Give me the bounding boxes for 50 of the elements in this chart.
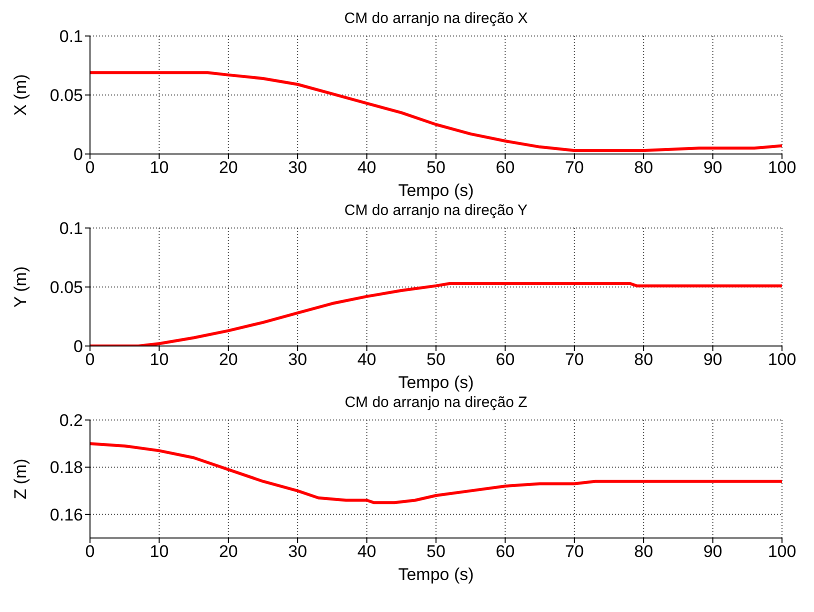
x-tick-label: 100 (768, 350, 796, 370)
y-tick-label: 0.05 (50, 86, 83, 106)
line-series (90, 442, 782, 504)
x-tick-label: 100 (768, 158, 796, 178)
x-tick-label: 70 (564, 542, 584, 562)
y-tick-label: 0.05 (50, 278, 83, 298)
y-tick-label: 0.2 (59, 411, 83, 430)
x-tick-label: 90 (703, 158, 722, 178)
x-axis-title: Tempo (s) (398, 373, 474, 392)
x-tick-label: 30 (288, 350, 308, 370)
y-axis-title: X (m) (11, 74, 30, 116)
x-tick-label: 10 (150, 350, 169, 370)
x-tick-label: 80 (634, 158, 654, 178)
x-tick-label: 40 (357, 158, 376, 178)
x-tick-label: 70 (564, 158, 584, 178)
x-tick-label: 40 (357, 350, 376, 370)
x-tick-label: 60 (496, 350, 515, 370)
y-axis-title: Y (m) (11, 266, 30, 308)
chart-title: CM do arranjo na direção X (343, 9, 529, 29)
x-axis-title: Tempo (s) (398, 181, 474, 200)
x-tick-label: 50 (426, 350, 446, 370)
x-tick-label: 70 (564, 350, 584, 370)
y-tick-label: 0 (74, 337, 83, 356)
x-tick-label: 60 (496, 542, 515, 562)
y-tick-label: 0.1 (59, 219, 83, 238)
x-tick-label: 50 (426, 158, 446, 178)
x-axis-title: Tempo (s) (398, 565, 474, 584)
chart-title: CM do arranjo na direção Z (344, 393, 528, 413)
x-tick-label: 30 (288, 158, 308, 178)
x-tick-label: 30 (288, 542, 308, 562)
y-tick-label: 0.1 (59, 27, 83, 46)
y-tick-label: 0 (74, 145, 83, 164)
y-tick-label: 0.18 (50, 458, 83, 478)
x-tick-label: 20 (218, 350, 238, 370)
x-tick-label: 90 (703, 350, 722, 370)
y-axis-title: Z (m) (11, 458, 30, 500)
x-tick-label: 10 (150, 158, 169, 178)
x-tick-label: 90 (703, 542, 722, 562)
x-tick-label: 80 (634, 542, 654, 562)
x-tick-label: 100 (768, 542, 796, 562)
x-tick-label: 10 (150, 542, 169, 562)
x-tick-label: 40 (357, 542, 376, 562)
line-series (90, 71, 782, 152)
y-tick-label: 0.16 (50, 505, 83, 524)
x-tick-label: 20 (218, 158, 238, 178)
x-tick-label: 80 (634, 350, 654, 370)
x-tick-label: 60 (496, 158, 515, 178)
x-tick-label: 50 (426, 542, 446, 562)
x-tick-label: 20 (218, 542, 238, 562)
chart-title: CM do arranjo na direção Y (343, 201, 529, 221)
